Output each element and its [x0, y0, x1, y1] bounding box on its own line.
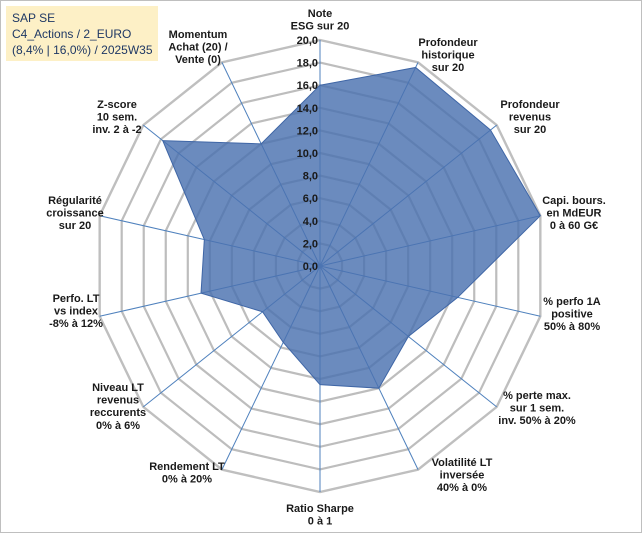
- title-line-2: C4_Actions / 2_EURO: [12, 27, 132, 41]
- axis-label-line: 50% à 80%: [544, 321, 600, 333]
- axis-label-line: 0 à 60 G€: [550, 220, 598, 232]
- axis-label-line: ESG sur 20: [291, 21, 350, 33]
- tick-labels: 0,0 2,0 4,0 6,0 8,0 10,0 12,0 14,0 16,0 18,0 20,0: [297, 35, 318, 273]
- title-line-1: SAP SE: [12, 11, 56, 25]
- axis-label: Momentum Achat (20) / Vente (0): [168, 29, 227, 66]
- axis-label-line: 0% à 20%: [162, 474, 212, 486]
- axis-label: Perfo. LT vs index -8% à 12%: [49, 293, 103, 330]
- axis-label: Niveau LT revenus reccurents 0% à 6%: [90, 382, 146, 432]
- axis-label-line: en MdEUR: [547, 208, 602, 220]
- axis-label-line: Perfo. LT: [53, 293, 100, 305]
- tick-label: 2,0: [303, 238, 318, 250]
- title-line-3: (8,4% | 16,0%) / 2025W35: [12, 43, 153, 57]
- axis-label-line: revenus: [97, 395, 139, 407]
- axis-label: Volatilité LT inversée 40% à 0%: [432, 457, 493, 494]
- axis-label-line: Ratio Sharpe: [286, 503, 354, 515]
- axis-label-line: Régularité: [48, 195, 102, 207]
- axis-label-line: reccurents: [90, 407, 146, 419]
- axis-label-line: Profondeur: [500, 99, 560, 111]
- tick-label: 10,0: [297, 148, 318, 160]
- axis-label-line: revenus: [509, 112, 551, 124]
- axis-label-line: inv. 2 à -2: [92, 124, 141, 136]
- axis-label: Note ESG sur 20: [291, 8, 350, 33]
- axis-label-line: Capi. bours.: [542, 195, 606, 207]
- tick-label: 18,0: [297, 58, 318, 70]
- axis-label-line: % perfo 1A: [543, 296, 601, 308]
- axis-label-line: Achat (20) /: [168, 42, 227, 54]
- tick-label: 0,0: [303, 261, 318, 273]
- axis-label-line: -8% à 12%: [49, 318, 103, 330]
- tick-label: 20,0: [297, 35, 318, 47]
- axis-label-line: % perte max.: [503, 390, 571, 402]
- tick-label: 8,0: [303, 171, 318, 183]
- axis-label-line: Note: [308, 8, 332, 20]
- axis-label-line: inversée: [440, 470, 485, 482]
- tick-label: 16,0: [297, 80, 318, 92]
- axis-label-line: sur 1 sem.: [510, 403, 564, 415]
- axis-label-line: Niveau LT: [92, 382, 144, 394]
- axis-label: Profondeur historique sur 20: [418, 37, 478, 74]
- axis-label: Rendement LT 0% à 20%: [149, 461, 225, 486]
- axis-label-line: historique: [421, 50, 474, 62]
- tick-label: 6,0: [303, 193, 318, 205]
- axis-label: Capi. bours. en MdEUR 0 à 60 G€: [542, 195, 606, 232]
- axis-label-line: Vente (0): [175, 54, 221, 66]
- axis-label-line: sur 20: [514, 124, 546, 136]
- axis-label: % perte max. sur 1 sem. inv. 50% à 20%: [498, 390, 576, 427]
- axis-label: Z-score 10 sem. inv. 2 à -2: [92, 99, 141, 136]
- axis-label-line: 10 sem.: [97, 112, 137, 124]
- series-group: [161, 66, 541, 389]
- axis-label-line: vs index: [54, 306, 99, 318]
- axis-label-line: Momentum: [169, 29, 228, 41]
- axis-label: Profondeur revenus sur 20: [500, 99, 560, 136]
- axis-label-line: 0% à 6%: [96, 420, 140, 432]
- chart-title-box: SAP SE C4_Actions / 2_EURO (8,4% | 16,0%…: [6, 6, 158, 61]
- axis-label-line: sur 20: [59, 220, 91, 232]
- axis-label-line: positive: [551, 309, 593, 321]
- tick-label: 12,0: [297, 125, 318, 137]
- axis-label: Régularité croissance sur 20: [46, 195, 103, 232]
- axis-label-line: sur 20: [432, 62, 464, 74]
- axis-label: Ratio Sharpe 0 à 1: [286, 503, 354, 528]
- axis-label-line: 0 à 1: [308, 516, 332, 528]
- axis-label: % perfo 1A positive 50% à 80%: [543, 296, 601, 333]
- axis-label-line: inv. 50% à 20%: [498, 415, 576, 427]
- axis-label-line: Z-score: [97, 99, 137, 111]
- axis-label-line: Profondeur: [418, 37, 478, 49]
- axis-label-line: 40% à 0%: [437, 482, 487, 494]
- tick-label: 14,0: [297, 103, 318, 115]
- axis-label-line: croissance: [46, 208, 103, 220]
- axis-label-line: Rendement LT: [149, 461, 225, 473]
- axis-label-line: Volatilité LT: [432, 457, 493, 469]
- tick-label: 4,0: [303, 216, 318, 228]
